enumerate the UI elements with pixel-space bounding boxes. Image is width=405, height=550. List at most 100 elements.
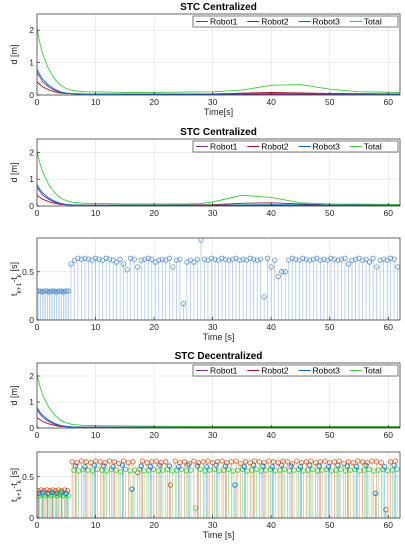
stem-marker (258, 468, 264, 474)
chart-p2: 0 10 20 30 40 50 60 0 1 2 STC Centralized d [m] Robo… (9, 127, 401, 218)
stem-marker (272, 257, 278, 263)
chart-p5: 0 10 20 30 40 50 60 0 0.5 Time [s] tk+1-tk [s] (9, 451, 401, 540)
stem-marker (102, 460, 108, 466)
x-tick-label: 30 (208, 520, 218, 530)
stem-marker (128, 255, 134, 261)
stem-marker (282, 269, 288, 275)
stem-marker (111, 459, 117, 465)
stem-marker (279, 462, 285, 468)
stem-marker (43, 288, 49, 294)
stem-marker (170, 264, 176, 270)
stem-marker (193, 505, 199, 511)
legend: Robot1 Robot2 Robot3 Total (192, 364, 399, 377)
stem-marker (48, 288, 54, 294)
stem-marker (37, 288, 42, 294)
x-tick-label: 40 (266, 97, 276, 107)
stem-marker (385, 468, 391, 474)
stem-marker (138, 257, 144, 263)
legend: Robot1 Robot2 Robot3 Total (192, 15, 399, 28)
y-tick-label: 0 (29, 423, 34, 433)
stem-marker (371, 468, 377, 474)
stem-marker (355, 458, 361, 464)
stem-marker (157, 462, 163, 468)
y-axis-label: d [m] (9, 385, 19, 405)
stem-marker (354, 464, 360, 470)
stem-marker (63, 490, 69, 496)
stem-marker (235, 467, 241, 473)
stem-marker (130, 459, 136, 465)
stem-marker (254, 257, 260, 263)
stem-marker (297, 464, 304, 470)
stem-marker (75, 255, 81, 261)
stem-marker (163, 459, 169, 465)
stem-marker (325, 464, 332, 470)
x-tick-label: 60 (384, 208, 394, 218)
stem-marker (361, 467, 367, 473)
stem-marker (383, 507, 389, 513)
stem-marker (349, 257, 355, 263)
stem-marker (284, 459, 291, 465)
y-tick-label: 0.5 (22, 267, 34, 277)
stem-marker (322, 458, 328, 464)
stem-marker (153, 458, 160, 464)
stem-marker (64, 488, 71, 494)
stem-marker (119, 462, 126, 468)
stem-marker (159, 256, 165, 262)
y-tick-label: 0 (29, 513, 34, 523)
stem-marker (62, 288, 68, 294)
stem-marker (263, 467, 269, 473)
x-tick-label: 0 (35, 97, 40, 107)
chart-title: STC Decentralized (175, 351, 263, 362)
chart-p1: 0 10 20 30 40 50 60 0 1 2 STC Centralized Time[s] d … (9, 2, 401, 117)
stem-marker (207, 467, 213, 473)
stem-marker (377, 257, 383, 263)
y-tick-label: 0.5 (22, 472, 34, 482)
stem-marker (156, 257, 162, 263)
x-tick-label: 40 (266, 208, 276, 218)
series-line-total (37, 150, 400, 205)
stem-marker (142, 256, 148, 262)
stem-marker (366, 259, 373, 265)
stem-marker (132, 467, 138, 473)
series-group (37, 374, 400, 428)
stem-marker (333, 467, 339, 473)
stem-marker (270, 459, 277, 465)
legend-label-robot3: Robot3 (313, 366, 341, 376)
stem-marker (364, 460, 370, 466)
stem-marker (195, 460, 202, 466)
x-tick-label: 20 (149, 520, 159, 530)
stem-marker (269, 464, 275, 470)
stem-marker (241, 464, 247, 470)
series-group (37, 458, 400, 518)
y-axis-label: d [m] (9, 162, 19, 182)
stem-marker (293, 256, 299, 262)
stem-marker (286, 468, 292, 474)
stem-marker (310, 256, 316, 262)
stem-marker (303, 256, 309, 262)
stem-marker (232, 482, 238, 488)
stem-marker (342, 468, 349, 474)
stem-marker (300, 468, 306, 474)
stem-marker (373, 264, 380, 270)
x-tick-label: 20 (149, 430, 159, 440)
y-axis-label: tk+1-tk [s] (9, 468, 23, 502)
stem-marker (328, 468, 335, 474)
stem-marker (282, 466, 288, 472)
x-tick-label: 10 (91, 322, 101, 332)
stem-marker (261, 460, 267, 466)
stem-marker (99, 467, 105, 473)
stem-marker (317, 257, 323, 263)
stem-marker (277, 467, 283, 473)
stem-marker (138, 463, 144, 469)
y-tick-label: 0 (29, 201, 34, 211)
stem-marker (261, 294, 267, 300)
x-tick-label: 20 (149, 322, 159, 332)
stem-marker (359, 459, 366, 465)
stem-marker (244, 468, 250, 474)
legend-label-robot2: Robot2 (261, 17, 289, 27)
stem-marker (258, 256, 264, 262)
stem-marker (341, 460, 347, 467)
x-tick-label: 60 (384, 322, 394, 332)
x-tick-label: 50 (325, 430, 335, 440)
stem-marker (96, 256, 102, 262)
